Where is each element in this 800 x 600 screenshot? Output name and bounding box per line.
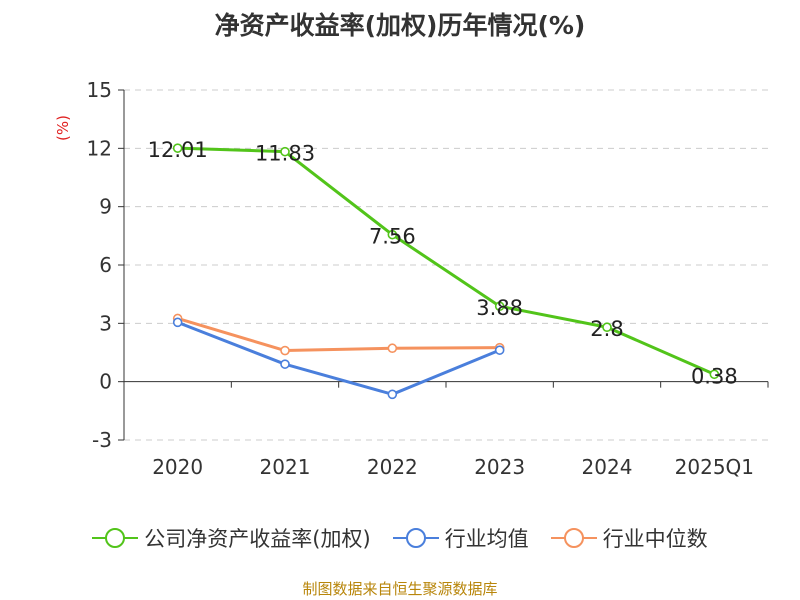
grid-lines [124, 89, 768, 441]
series-lines [172, 143, 720, 400]
y-tick-label: 12 [87, 136, 112, 160]
data-point [280, 359, 290, 369]
data-point [387, 389, 398, 400]
x-tick-label: 2023 [474, 455, 525, 479]
legend: 公司净资产收益率(加权) 行业均值 行业中位数 [0, 520, 800, 556]
x-tick-label: 2021 [260, 455, 311, 479]
y-tick-label: 0 [99, 370, 112, 394]
data-label: 11.83 [255, 142, 315, 166]
source-note: 制图数据来自恒生聚源数据库 [302, 580, 498, 598]
data-label: 7.56 [369, 225, 416, 249]
legend-swatch-icon [550, 528, 597, 548]
data-label: 0.38 [691, 364, 738, 388]
data-point [172, 317, 183, 328]
legend-item[interactable]: 行业均值 [392, 523, 529, 553]
data-point [280, 345, 290, 356]
series-line [177, 320, 501, 396]
x-tick-label: 2024 [582, 455, 633, 479]
x-tick-label: 2020 [152, 455, 203, 479]
data-point [494, 345, 505, 355]
legend-swatch-icon [392, 528, 439, 548]
data-point [387, 343, 398, 354]
y-tick-label: -3 [92, 428, 112, 452]
data-point [709, 369, 720, 380]
y-axis-label: (%) [54, 115, 72, 141]
legend-label: 行业中位数 [602, 527, 708, 551]
data-point [602, 322, 612, 333]
y-tick-label: 9 [99, 195, 112, 219]
x-tick-label: 2022 [367, 455, 418, 479]
data-label: 12.01 [148, 138, 208, 162]
legend-swatch-icon [92, 528, 139, 548]
legend-item[interactable]: 公司净资产收益率(加权) [92, 523, 371, 553]
axes: -3 0 3 6 9 12 15 2020 2021 2022 2023 2024 2025Q1 [87, 78, 769, 479]
y-tick-label: 15 [87, 78, 112, 102]
data-label: 3.88 [476, 296, 523, 320]
data-point [387, 229, 398, 240]
x-tick-label: 2025Q1 [675, 455, 754, 479]
chart-title: 净资产收益率(加权)历年情况(%) [214, 11, 586, 40]
data-point [280, 146, 290, 157]
y-tick-label: 3 [99, 311, 112, 335]
legend-item[interactable]: 行业中位数 [550, 523, 708, 553]
legend-label: 行业均值 [444, 527, 529, 551]
y-tick-label: 6 [99, 253, 112, 277]
data-point [494, 301, 505, 312]
data-label: 2.8 [590, 317, 623, 341]
data-labels: 12.01 11.83 7.56 3.88 2.8 0.38 [148, 138, 738, 388]
legend-label: 公司净资产收益率(加权) [144, 527, 371, 551]
data-point [172, 143, 183, 153]
series-line [177, 317, 500, 353]
series-line [177, 146, 715, 376]
